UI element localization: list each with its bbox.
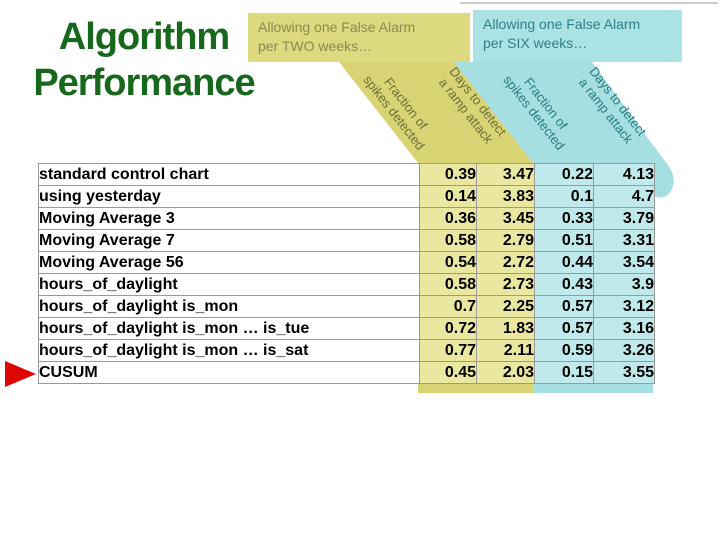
- value-cell: 3.12: [593, 295, 655, 318]
- row-label: Moving Average 7: [38, 229, 420, 252]
- value-cell: 3.45: [476, 207, 535, 230]
- top-edge-line: [460, 2, 718, 4]
- value-cell: 2.79: [476, 229, 535, 252]
- value-cell: 0.58: [419, 229, 477, 252]
- value-cell: 0.59: [534, 339, 594, 362]
- table-row: hours_of_daylight is_mon 0.7 2.25 0.57 3…: [38, 295, 655, 318]
- value-cell: 4.13: [593, 163, 655, 186]
- value-cell: 2.73: [476, 273, 535, 296]
- value-cell: 3.83: [476, 185, 535, 208]
- value-cell: 0.36: [419, 207, 477, 230]
- value-cell: 3.55: [593, 361, 655, 384]
- value-cell: 3.9: [593, 273, 655, 296]
- row-label: Moving Average 3: [38, 207, 420, 230]
- row-label: hours_of_daylight is_mon … is_tue: [38, 317, 420, 340]
- callout-six-weeks-line2: per SIX weeks…: [483, 35, 588, 51]
- value-cell: 3.26: [593, 339, 655, 362]
- value-cell: 2.25: [476, 295, 535, 318]
- red-arrow-icon: [5, 361, 36, 387]
- value-cell: 3.79: [593, 207, 655, 230]
- row-label: standard control chart: [38, 163, 420, 186]
- row-label: hours_of_daylight is_mon … is_sat: [38, 339, 420, 362]
- value-cell: 0.22: [534, 163, 594, 186]
- table-row: hours_of_daylight is_mon … is_tue 0.72 1…: [38, 317, 655, 340]
- value-cell: 0.15: [534, 361, 594, 384]
- callout-six-weeks-line1: Allowing one False Alarm: [483, 16, 641, 32]
- value-cell: 3.16: [593, 317, 655, 340]
- table-row: hours_of_daylight 0.58 2.73 0.43 3.9: [38, 273, 655, 296]
- value-cell: 0.43: [534, 273, 594, 296]
- row-label: Moving Average 56: [38, 251, 420, 274]
- table-row: Moving Average 3 0.36 3.45 0.33 3.79: [38, 207, 655, 230]
- row-label: using yesterday: [38, 185, 420, 208]
- table-row: Moving Average 7 0.58 2.79 0.51 3.31: [38, 229, 655, 252]
- value-cell: 0.77: [419, 339, 477, 362]
- value-cell: 0.72: [419, 317, 477, 340]
- row-label: CUSUM: [38, 361, 420, 384]
- callout-two-weeks: Allowing one False Alarm per TWO weeks…: [248, 13, 470, 62]
- table-row: standard control chart 0.39 3.47 0.22 4.…: [38, 163, 655, 186]
- value-cell: 0.7: [419, 295, 477, 318]
- value-cell: 0.58: [419, 273, 477, 296]
- value-cell: 0.45: [419, 361, 477, 384]
- value-cell: 4.7: [593, 185, 655, 208]
- table-row: CUSUM 0.45 2.03 0.15 3.55: [38, 361, 655, 384]
- value-cell: 0.54: [419, 251, 477, 274]
- table-row: Moving Average 56 0.54 2.72 0.44 3.54: [38, 251, 655, 274]
- performance-table: standard control chart 0.39 3.47 0.22 4.…: [38, 163, 655, 384]
- value-cell: 0.44: [534, 251, 594, 274]
- value-cell: 3.31: [593, 229, 655, 252]
- value-cell: 0.39: [419, 163, 477, 186]
- table-row: hours_of_daylight is_mon … is_sat 0.77 2…: [38, 339, 655, 362]
- value-cell: 0.57: [534, 317, 594, 340]
- callout-six-weeks: Allowing one False Alarm per SIX weeks…: [473, 10, 682, 62]
- table-row: using yesterday 0.14 3.83 0.1 4.7: [38, 185, 655, 208]
- value-cell: 1.83: [476, 317, 535, 340]
- value-cell: 2.72: [476, 251, 535, 274]
- slide-title: Algorithm Performance: [33, 16, 255, 104]
- callout-two-weeks-line1: Allowing one False Alarm: [258, 19, 416, 35]
- value-cell: 0.14: [419, 185, 477, 208]
- row-label: hours_of_daylight: [38, 273, 420, 296]
- value-cell: 2.11: [476, 339, 535, 362]
- value-cell: 0.33: [534, 207, 594, 230]
- value-cell: 3.47: [476, 163, 535, 186]
- row-label: hours_of_daylight is_mon: [38, 295, 420, 318]
- value-cell: 3.54: [593, 251, 655, 274]
- value-cell: 0.57: [534, 295, 594, 318]
- value-cell: 0.1: [534, 185, 594, 208]
- callout-two-weeks-line2: per TWO weeks…: [258, 38, 373, 54]
- value-cell: 0.51: [534, 229, 594, 252]
- value-cell: 2.03: [476, 361, 535, 384]
